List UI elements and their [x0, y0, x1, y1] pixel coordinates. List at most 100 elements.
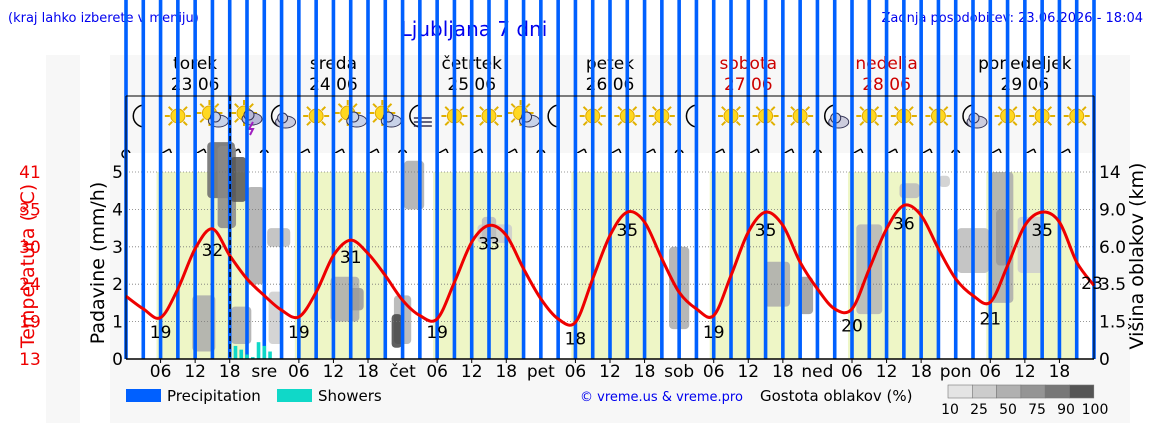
sun-ray: [651, 120, 657, 126]
x-tick-label: 18: [634, 362, 656, 382]
precip-bar: [884, 0, 889, 359]
day-abbr-label: pon: [940, 362, 972, 382]
precip-bar: [832, 0, 837, 359]
sun-ray: [306, 106, 312, 112]
temp-tick-label: 30: [19, 238, 41, 258]
sun-ray: [735, 106, 741, 112]
cloud-blob: [267, 228, 291, 247]
sun-ray: [735, 120, 741, 126]
sun-ray: [582, 120, 588, 126]
legend-showers-swatch: [277, 389, 312, 402]
precip-bar: [988, 0, 993, 359]
sun-ray: [306, 120, 312, 126]
precip-bar: [469, 0, 474, 359]
cloud-height-tick-label: 9.0: [1099, 200, 1126, 220]
sun-ray: [444, 120, 450, 126]
x-tick-label: 18: [495, 362, 517, 382]
precip-bar: [193, 0, 197, 360]
sun-ray: [1032, 106, 1038, 112]
temp-tick-label: 24: [19, 275, 41, 295]
cloud-blob: [938, 175, 950, 187]
precip-bar: [400, 0, 405, 359]
sun-ray: [372, 117, 378, 123]
sun-ray: [387, 103, 393, 109]
legend-precip-swatch: [126, 389, 161, 402]
sun-ray: [510, 103, 516, 109]
legend-precip-label: Precipitation: [167, 387, 261, 405]
sun-ray: [859, 120, 865, 126]
cloud-height-axis-label: Višina oblakov (km): [1126, 163, 1148, 350]
sun-ray: [337, 103, 343, 109]
sun-ray: [805, 106, 811, 112]
sun-ray: [1066, 120, 1072, 126]
cloud-blob: [391, 314, 402, 348]
precip-bar: [348, 0, 353, 360]
day-abbr-label: pet: [527, 362, 555, 382]
temperature-label: 35: [1031, 221, 1053, 241]
cloud-blob: [192, 295, 216, 352]
density-swatch: [971, 384, 997, 399]
temp-tick-label: 13: [19, 350, 41, 370]
x-tick-label: 18: [357, 362, 379, 382]
sun-ray: [666, 120, 672, 126]
cloud-density-label: Gostota oblakov (%): [760, 387, 913, 405]
sun-ray: [1081, 120, 1087, 126]
precip-bar: [729, 0, 733, 359]
sun-ray: [1012, 106, 1018, 112]
precip-bar: [677, 0, 681, 359]
temperature-label: 20: [841, 316, 863, 336]
precip-tick-label: 3: [112, 238, 123, 258]
legend-showers-label: Showers: [318, 387, 382, 405]
cloud-blob: [247, 186, 265, 285]
temperature-label: 19: [150, 323, 172, 343]
x-tick-label: 12: [323, 362, 345, 382]
temperature-label: 19: [426, 323, 448, 343]
precip-bar: [694, 0, 699, 359]
precip-bar: [297, 0, 301, 359]
density-swatch: [947, 384, 973, 399]
temperature-label: 32: [202, 241, 224, 261]
temperature-label: 18: [565, 330, 587, 350]
precip-bar: [919, 0, 923, 360]
temperature-line: [125, 203, 1096, 327]
sun-ray: [199, 103, 205, 109]
precip-bar: [452, 0, 457, 359]
lightning: [247, 121, 255, 136]
cloud-height-tick-label: 1.5: [1099, 313, 1126, 333]
sun-ray: [493, 120, 499, 126]
precip-bar: [487, 0, 491, 359]
sun-ray: [997, 106, 1003, 112]
temperature-label: 33: [478, 234, 500, 254]
temperature-label: 31: [340, 248, 362, 268]
sun-ray: [893, 120, 899, 126]
cloud-blob: [798, 276, 814, 315]
density-swatch: [1044, 384, 1070, 399]
sun-ray: [459, 120, 465, 126]
sun-ray: [234, 103, 240, 109]
sun-ray: [1032, 120, 1038, 126]
precip-bar: [279, 0, 284, 359]
precip-bar: [936, 0, 941, 360]
sun-ray: [943, 120, 949, 126]
precip-bar: [250, 357, 255, 359]
sun-ray: [1066, 106, 1072, 112]
sun-ray: [874, 106, 880, 112]
precip-bar: [971, 0, 975, 359]
x-tick-label: 06: [979, 362, 1001, 382]
precip-bar: [245, 354, 249, 359]
x-tick-label: 12: [876, 362, 898, 382]
precip-bar: [210, 0, 215, 359]
sun-ray: [214, 103, 220, 109]
precip-bar: [245, 0, 249, 359]
precip-bar: [539, 0, 543, 359]
sun-ray: [790, 106, 796, 112]
sun-ray: [459, 106, 465, 112]
sun-ray: [617, 120, 623, 126]
temperature-label: 19: [703, 323, 725, 343]
precip-bar: [867, 0, 872, 359]
sun-ray: [908, 106, 914, 112]
temperature-label: 35: [616, 221, 638, 241]
precip-bar: [314, 0, 318, 359]
sun-ray: [372, 103, 378, 109]
